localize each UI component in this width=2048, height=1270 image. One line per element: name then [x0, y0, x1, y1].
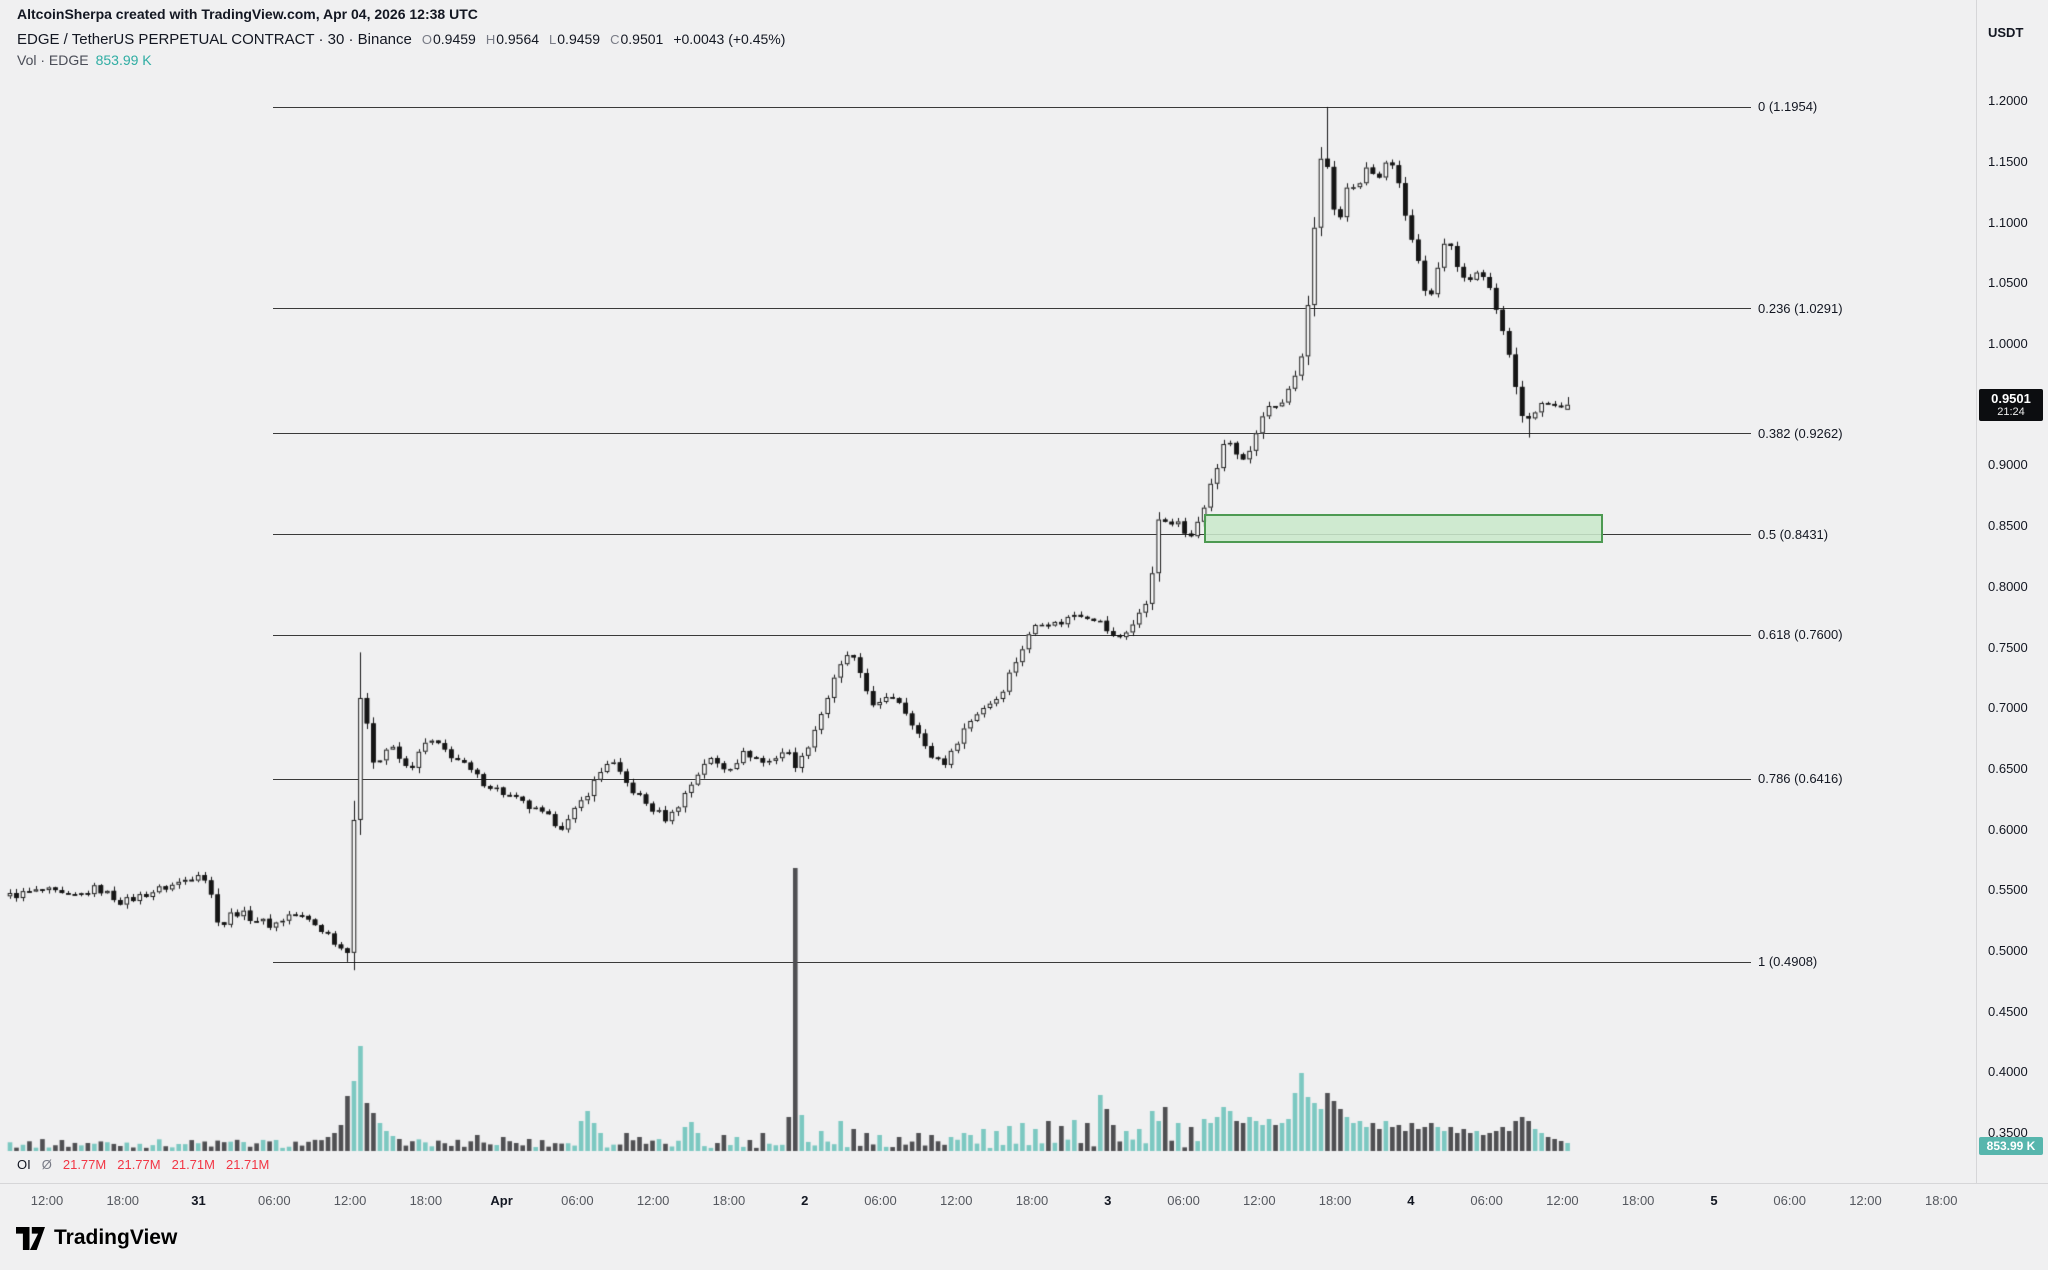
price-axis-separator — [1976, 0, 1977, 1183]
price-tick: 0.6500 — [1988, 760, 2028, 776]
last-price: 0.9501 — [1991, 390, 2031, 406]
time-label-06:00: 06:00 — [1167, 1193, 1200, 1208]
attribution-text: AltcoinSherpa created with TradingView.c… — [17, 6, 478, 22]
ohlc-low: L 0.9459 — [549, 31, 600, 47]
price-tick: 0.7000 — [1988, 700, 2028, 716]
price-axis[interactable]: USDT 1.2000 1.1500 1.1000 1.0500 1.0000 0.950… — [1977, 0, 2048, 1183]
time-label-06:00: 06:00 — [561, 1193, 594, 1208]
time-label-18:00: 18:00 — [1015, 1193, 1049, 1208]
open-interest-row: OI Ø 21.77M 21.77M 21.71M 21.71M — [17, 1157, 269, 1172]
volume-value: 853.99 K — [95, 52, 152, 68]
price-tick: 0.8000 — [1988, 578, 2028, 594]
oi-value: 21.77M — [62, 1157, 107, 1172]
price-tick: 1.0500 — [1988, 275, 2028, 291]
high-label: H — [485, 32, 496, 47]
low-label: L — [549, 32, 557, 47]
price-tick: 0.8500 — [1988, 518, 2028, 534]
time-label-06:00: 06:00 — [864, 1193, 897, 1208]
oi-value: 21.71M — [171, 1157, 215, 1172]
time-axis[interactable]: 12:00 18:00 31 06:00 12:00 18:00 Apr 06:00 12:00… — [0, 1188, 1976, 1216]
price-tick: 1.0000 — [1988, 336, 2028, 352]
chart-legend: EDGE / TetherUS PERPETUAL CONTRACT · 30 … — [17, 31, 785, 48]
price-tick: 0.4000 — [1988, 1064, 2028, 1080]
price-tick: 0.4500 — [1988, 1003, 2028, 1019]
time-label-12:00: 12:00 — [1243, 1193, 1276, 1208]
time-label-06:00: 06:00 — [1773, 1193, 1806, 1208]
time-label-18:00: 18:00 — [712, 1193, 746, 1208]
time-label-18:00: 18:00 — [106, 1193, 140, 1208]
price-axis-unit: USDT — [1988, 25, 2024, 40]
ohlc-close: C 0.9501 — [610, 31, 663, 47]
tradingview-icon — [16, 1226, 45, 1250]
price-tick: 1.1500 — [1988, 154, 2028, 170]
oi-value: 21.71M — [225, 1157, 270, 1172]
time-label-3: 3 — [1104, 1193, 1112, 1208]
volume-badge: 853.99 K — [1979, 1137, 2043, 1155]
time-label-18:00: 18:00 — [409, 1193, 443, 1208]
tradingview-logo[interactable]: TradingView — [16, 1226, 177, 1250]
time-label-18:00: 18:00 — [1318, 1193, 1352, 1208]
time-label-18:00: 18:00 — [1924, 1193, 1958, 1208]
oi-average-icon: Ø — [41, 1157, 52, 1172]
oi-label: OI — [17, 1157, 31, 1172]
price-tick: 0.5000 — [1988, 942, 2028, 958]
time-label-18:00: 18:00 — [1621, 1193, 1655, 1208]
time-label-12:00: 12:00 — [1546, 1193, 1579, 1208]
time-label-12:00: 12:00 — [1849, 1193, 1882, 1208]
last-price-badge: 0.9501 21:24 — [1979, 388, 2043, 421]
price-tick: 1.1000 — [1988, 214, 2028, 230]
close-label: C — [610, 32, 620, 47]
price-tick: 1.2000 — [1988, 93, 2028, 109]
oi-value: 21.77M — [117, 1157, 161, 1172]
open-value: 0.9459 — [432, 31, 476, 47]
time-label-2: 2 — [801, 1193, 809, 1208]
time-axis-separator — [0, 1183, 2048, 1184]
time-label-5: 5 — [1710, 1193, 1718, 1208]
highlight-zone[interactable] — [1204, 514, 1604, 543]
time-label-apr: Apr — [490, 1193, 513, 1208]
price-tick: 0.9000 — [1988, 457, 2028, 473]
change-value: +0.0043 (+0.45%) — [673, 31, 786, 47]
high-value: 0.9564 — [496, 31, 540, 47]
price-tick: 0.5500 — [1988, 882, 2028, 898]
low-value: 0.9459 — [557, 31, 601, 47]
time-label-4: 4 — [1407, 1193, 1415, 1208]
time-label-12:00: 12:00 — [30, 1193, 64, 1208]
time-label-06:00: 06:00 — [1470, 1193, 1503, 1208]
price-tick: 0.6000 — [1988, 821, 2028, 837]
open-label: O — [421, 32, 432, 47]
time-label-12:00: 12:00 — [939, 1193, 973, 1208]
volume-legend: Vol · EDGE 853.99 K — [17, 52, 152, 68]
symbol-title[interactable]: EDGE / TetherUS PERPETUAL CONTRACT · 30 … — [17, 31, 412, 48]
bar-countdown: 21:24 — [1997, 405, 2025, 418]
time-label-12:00: 12:00 — [333, 1193, 367, 1208]
brand-name: TradingView — [54, 1226, 178, 1249]
ohlc-open: O 0.9459 — [422, 31, 476, 47]
time-label-12:00: 12:00 — [636, 1193, 670, 1208]
close-value: 0.9501 — [620, 31, 664, 47]
time-label-31: 31 — [191, 1193, 206, 1208]
volume-label: Vol · EDGE — [17, 52, 89, 68]
ohlc-high: H 0.9564 — [486, 31, 539, 47]
time-label-06:00: 06:00 — [258, 1193, 291, 1208]
price-tick: 0.3500 — [1988, 1124, 2028, 1140]
price-tick: 0.7500 — [1988, 639, 2028, 655]
